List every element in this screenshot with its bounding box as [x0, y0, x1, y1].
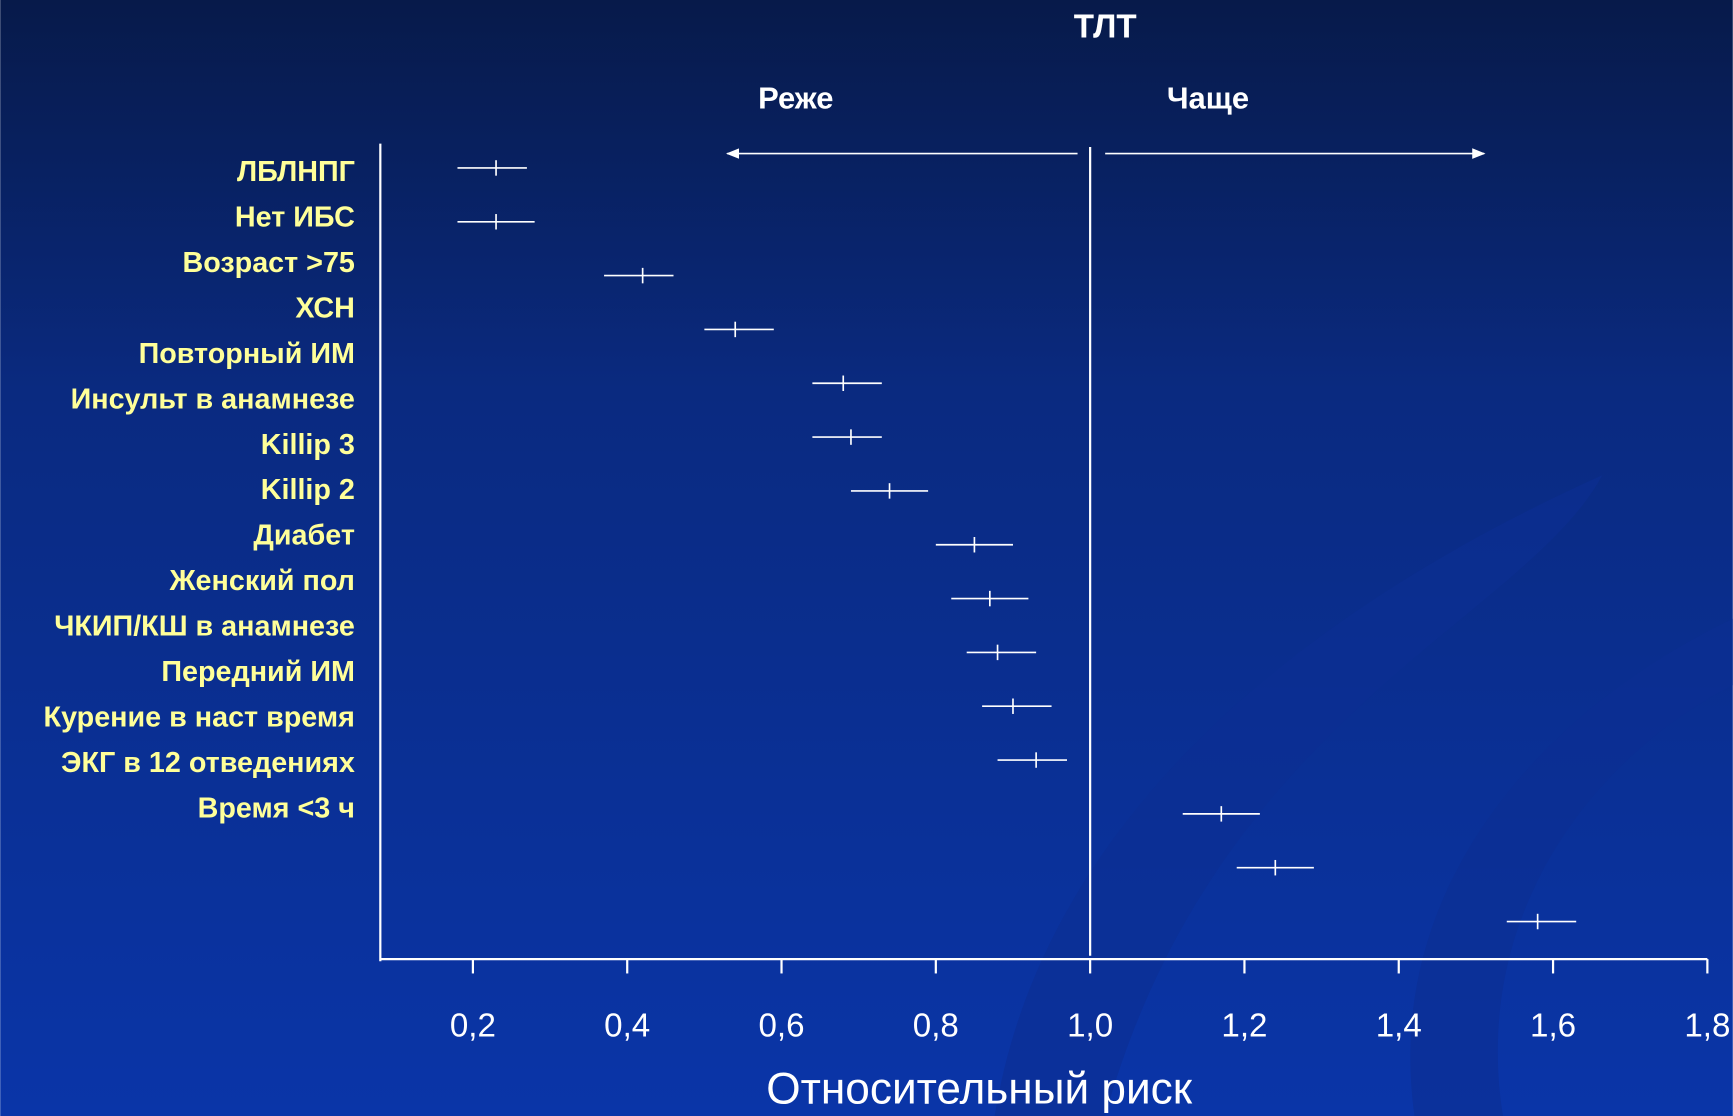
- category-label: Женский пол: [169, 565, 355, 597]
- left-label: Реже: [758, 81, 833, 116]
- category-label: Инсульт в анамнезе: [71, 383, 355, 415]
- category-label: ХСН: [295, 292, 355, 324]
- category-label: Повторный ИМ: [139, 338, 355, 370]
- x-axis-label: Относительный риск: [766, 1064, 1192, 1113]
- x-tick-label: 1,6: [1530, 1007, 1576, 1044]
- x-tick-label: 1,4: [1376, 1007, 1422, 1044]
- category-label: Нет ИБС: [235, 202, 355, 234]
- decor: [994, 475, 1603, 1116]
- category-label: Передний ИМ: [161, 656, 355, 688]
- category-label: Killip 3: [261, 429, 355, 461]
- x-tick-label: 0,4: [604, 1007, 650, 1044]
- category-label: Диабет: [253, 520, 354, 552]
- right-label: Чаще: [1167, 81, 1249, 116]
- category-label: ЧКИП/КШ в анамнезе: [54, 611, 355, 643]
- x-tick-label: 0,2: [450, 1007, 496, 1044]
- x-tick-label: 1,0: [1067, 1007, 1113, 1044]
- x-tick-label: 0,8: [913, 1007, 959, 1044]
- category-label: Killip 2: [261, 474, 355, 506]
- x-tick-label: 1,8: [1684, 1007, 1730, 1044]
- category-label: Курение в наст время: [44, 701, 355, 733]
- x-tick-label: 1,2: [1221, 1007, 1267, 1044]
- decor: [1410, 618, 1733, 1116]
- category-label: ЭКГ в 12 отведениях: [61, 747, 355, 779]
- category-label: Возраст >75: [182, 247, 354, 279]
- category-label: Время <3 ч: [198, 792, 355, 824]
- category-label: ЛБЛНПГ: [237, 156, 355, 188]
- title: ТЛТ: [1074, 8, 1137, 45]
- x-tick-label: 0,6: [758, 1007, 804, 1044]
